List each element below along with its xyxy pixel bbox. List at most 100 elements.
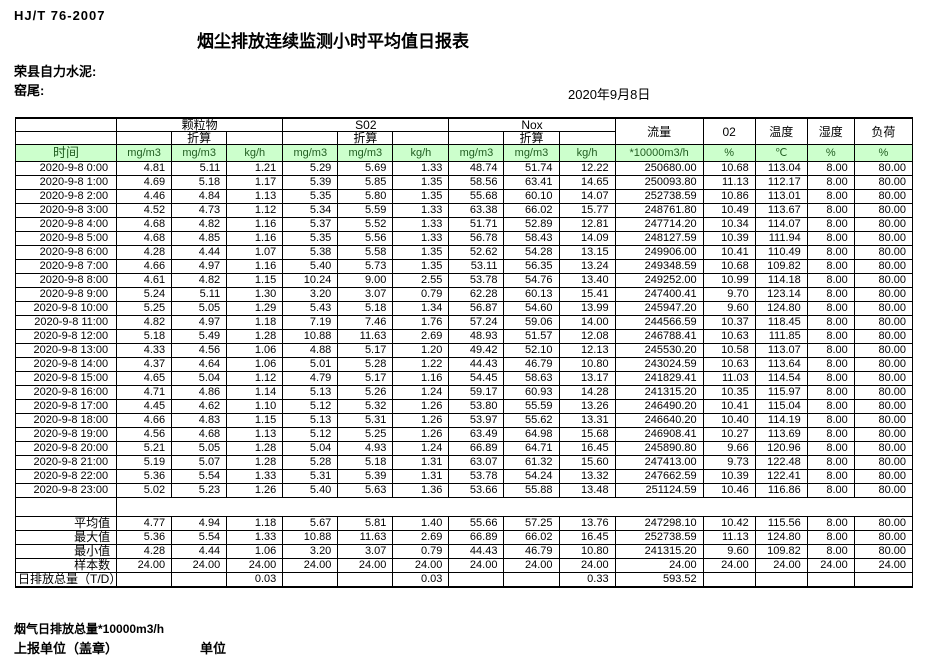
value-cell: 245947.20 (614, 301, 704, 316)
value-cell: 24.00 (853, 558, 914, 573)
value-cell: 5.07 (171, 455, 228, 470)
value-cell: 5.32 (337, 399, 394, 414)
value-cell: 10.88 (282, 530, 339, 545)
value-cell: 8.00 (806, 301, 855, 316)
value-cell: 5.25 (337, 427, 394, 442)
value-cell: 4.44 (171, 544, 228, 559)
value-cell: 59.17 (448, 385, 505, 400)
value-cell: 109.82 (754, 544, 808, 559)
value-cell: 24.00 (614, 558, 704, 573)
unit-cell: kg/h (226, 144, 284, 162)
value-cell: 60.93 (503, 385, 560, 400)
value-cell: 115.56 (754, 516, 808, 531)
value-cell: 8.00 (806, 245, 855, 260)
value-cell: 59.06 (503, 315, 560, 330)
value-cell: 66.02 (503, 203, 560, 218)
hourly-row: 2020-9-8 21:00 5.19 5.07 1.28 5.28 5.18 1.31 63… (14, 455, 914, 470)
value-cell: 24.00 (226, 558, 284, 573)
hourly-row: 2020-9-8 12:00 5.18 5.49 1.28 10.88 11.63 2.69… (14, 329, 914, 344)
value-cell: 52.89 (503, 217, 560, 232)
hourly-row: 2020-9-8 18:00 4.66 4.83 1.15 5.13 5.31 1.26 53… (14, 413, 914, 428)
value-cell: 58.63 (503, 371, 560, 386)
value-cell: 80.00 (853, 399, 914, 414)
value-cell (702, 572, 756, 588)
value-cell: 12.22 (558, 161, 616, 176)
value-cell: 5.17 (337, 343, 394, 358)
value-cell: 1.31 (392, 455, 450, 470)
value-cell: 114.19 (754, 413, 808, 428)
value-cell (448, 572, 505, 588)
hourly-row: 2020-9-8 3:00 4.52 4.73 1.12 5.34 5.59 1.33 63.… (14, 203, 914, 218)
value-cell: 5.80 (337, 189, 394, 204)
label-cell: 平均值 (14, 516, 118, 531)
unit-cell: mg/m3 (503, 144, 560, 162)
value-cell: 250680.00 (614, 161, 704, 176)
value-cell: 80.00 (853, 245, 914, 260)
value-cell: 251124.59 (614, 483, 704, 498)
value-cell (116, 572, 173, 588)
value-cell: 4.85 (171, 231, 228, 246)
value-cell: 4.97 (171, 315, 228, 330)
value-cell: 10.68 (702, 259, 756, 274)
value-cell: 1.28 (226, 455, 284, 470)
value-cell: 4.52 (116, 203, 173, 218)
value-cell: 58.56 (448, 175, 505, 190)
value-cell: 1.24 (392, 385, 450, 400)
value-cell: 9.60 (702, 544, 756, 559)
time-cell: 2020-9-8 9:00 (14, 287, 118, 302)
hourly-row: 2020-9-8 23:00 5.02 5.23 1.26 5.40 5.63 1.36 53… (14, 483, 914, 498)
value-cell: 5.36 (116, 469, 173, 484)
value-cell: 14.00 (558, 315, 616, 330)
unit-cell: kg/h (558, 144, 616, 162)
label-cell: 最大值 (14, 530, 118, 545)
value-cell: 10.80 (558, 544, 616, 559)
time-cell: 2020-9-8 0:00 (14, 161, 118, 176)
value-cell: 1.29 (226, 301, 284, 316)
value-cell: 115.04 (754, 399, 808, 414)
time-cell: 2020-9-8 11:00 (14, 315, 118, 330)
value-cell: 120.96 (754, 441, 808, 456)
value-cell: 246788.41 (614, 329, 704, 344)
time-cell: 2020-9-8 15:00 (14, 371, 118, 386)
value-cell: 4.68 (116, 217, 173, 232)
value-cell: 8.00 (806, 544, 855, 559)
value-cell: 80.00 (853, 343, 914, 358)
value-cell: 24.00 (116, 558, 173, 573)
value-cell: 10.27 (702, 427, 756, 442)
value-cell: 4.88 (282, 343, 339, 358)
value-cell: 249906.00 (614, 245, 704, 260)
col-o2: 02 (702, 117, 756, 145)
value-cell: 4.44 (171, 245, 228, 260)
value-cell: 66.89 (448, 441, 505, 456)
col-temperature: 温度 (754, 117, 808, 145)
value-cell: 118.45 (754, 315, 808, 330)
value-cell: 9.73 (702, 455, 756, 470)
group-header-row: 颗粒物 S02 Nox 流量 02 温度 湿度 负荷 (14, 117, 914, 145)
value-cell: 54.60 (503, 301, 560, 316)
value-cell: 113.01 (754, 189, 808, 204)
value-cell: 246908.41 (614, 427, 704, 442)
hourly-row: 2020-9-8 7:00 4.66 4.97 1.16 5.40 5.73 1.35 53.… (14, 259, 914, 274)
page-title: 烟尘排放连续监测小时平均值日报表 (197, 32, 469, 51)
value-cell: 44.43 (448, 357, 505, 372)
value-cell: 5.11 (171, 287, 228, 302)
value-cell (282, 572, 339, 588)
value-cell: 52.10 (503, 343, 560, 358)
value-cell: 1.40 (392, 516, 450, 531)
value-cell: 4.46 (116, 189, 173, 204)
value-cell: 1.21 (226, 161, 284, 176)
value-cell: 13.99 (558, 301, 616, 316)
value-cell: 46.79 (503, 357, 560, 372)
spacer (15, 497, 913, 517)
value-cell: 15.77 (558, 203, 616, 218)
value-cell: 8.00 (806, 357, 855, 372)
value-cell: 1.35 (392, 259, 450, 274)
value-cell: 4.68 (171, 427, 228, 442)
value-cell: 5.11 (171, 161, 228, 176)
time-cell: 2020-9-8 20:00 (14, 441, 118, 456)
value-cell: 1.12 (226, 371, 284, 386)
units-header-row: 时间 mg/m3 mg/m3 kg/h mg/m3 mg/m3 kg/h mg/… (14, 144, 914, 162)
value-cell: 16.45 (558, 530, 616, 545)
value-cell: 56.78 (448, 231, 505, 246)
label-cell: 日排放总量（T/D） (14, 572, 118, 588)
